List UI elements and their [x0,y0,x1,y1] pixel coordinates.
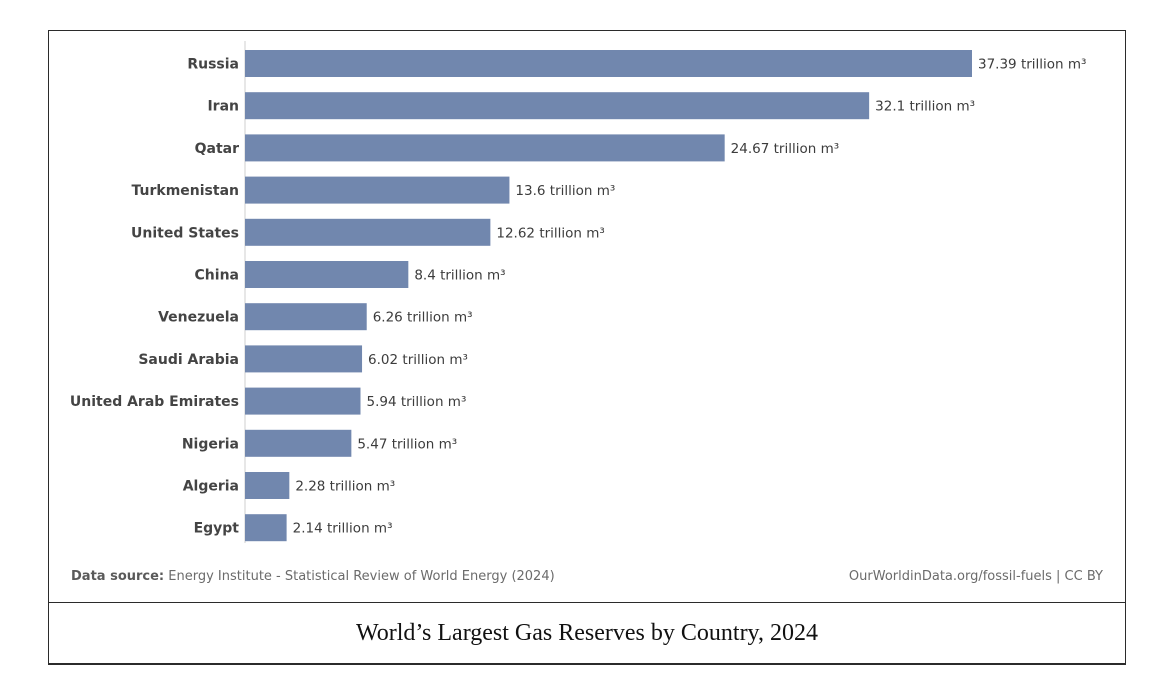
value-label: 12.62 trillion m³ [496,225,604,241]
bar-turkmenistan [245,176,510,204]
value-label: 6.26 trillion m³ [373,310,473,326]
bar-saudi-arabia [245,345,363,373]
bar-chart: Russia 37.39 trillion m³ Iran 32.1 trillion… [70,41,1086,543]
category-label: United Arab Emirates [70,394,239,410]
bar-united-states [245,218,491,246]
value-label: 2.28 trillion m³ [295,479,395,495]
bar-nigeria [245,429,352,457]
value-label: 37.39 trillion m³ [978,57,1086,73]
category-label: Algeria [183,479,239,495]
caption-box: World’s Largest Gas Reserves by Country,… [48,602,1126,665]
bar-algeria [245,472,290,499]
bar-china [245,261,409,288]
value-label: 13.6 trillion m³ [515,183,615,199]
category-label: Russia [187,57,239,73]
bar-united-arab-emirates [245,387,361,415]
data-source: Data source: Energy Institute - Statisti… [71,569,555,584]
bar-qatar [245,134,725,162]
credit-link[interactable]: OurWorldinData.org/fossil-fuels | CC BY [848,569,1103,584]
category-label: Venezuela [158,310,239,326]
value-label: 5.94 trillion m³ [366,394,466,410]
value-label: 5.47 trillion m³ [357,436,457,452]
category-label: Turkmenistan [132,183,239,199]
bar-egypt [245,514,287,542]
value-label: 2.14 trillion m³ [293,521,393,537]
bar-iran [245,92,870,120]
data-source-label: Data source: [71,569,165,584]
data-source-text: Energy Institute - Statistical Review of… [168,569,555,584]
value-label: 8.4 trillion m³ [414,268,505,284]
category-label: Egypt [194,521,240,537]
category-label: United States [131,225,239,241]
value-label: 24.67 trillion m³ [731,141,839,157]
chart-footer: Data source: Energy Institute - Statisti… [71,569,1103,589]
value-label: 6.02 trillion m³ [368,352,468,368]
category-label: Nigeria [182,436,239,452]
category-label: Qatar [195,141,239,157]
figure-caption: World’s Largest Gas Reserves by Country,… [356,620,818,646]
category-label: Iran [207,99,239,115]
chart-area: Russia 37.39 trillion m³ Iran 32.1 trillion… [49,31,1125,602]
bar-russia [245,50,972,77]
chart-frame: Russia 37.39 trillion m³ Iran 32.1 trillion… [48,30,1126,665]
category-label: Saudi Arabia [138,352,239,368]
category-label: China [195,268,239,284]
bar-venezuela [245,303,367,331]
value-label: 32.1 trillion m³ [875,99,975,115]
